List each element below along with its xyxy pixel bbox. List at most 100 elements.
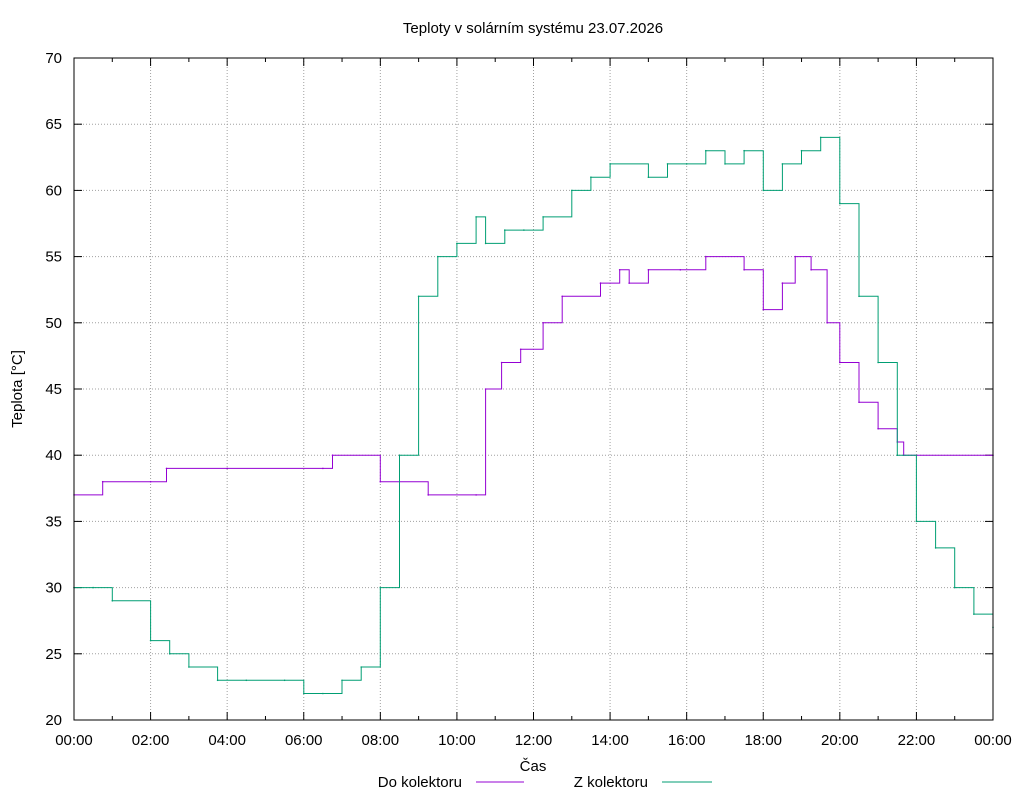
x-tick-label: 20:00	[821, 732, 859, 749]
x-axis-ticks: 00:00 02:00 04:00 06:00 08:00 10:00 12:00 14:00…	[55, 58, 1012, 749]
grid	[74, 58, 993, 720]
legend: Do kolektoru Z kolektoru	[378, 774, 712, 791]
data-point-z-kolektoru	[800, 149, 803, 152]
data-point-do-kolektoru	[322, 467, 324, 470]
y-tick-label: 25	[45, 646, 62, 663]
y-tick-label: 20	[45, 712, 62, 729]
legend-label-z-kolektoru: Z kolektoru	[574, 774, 648, 791]
data-point-z-kolektoru	[484, 242, 487, 245]
data-point-do-kolektoru	[484, 388, 487, 390]
y-axis-ticks: 20 25 30 35 40 45 50 55 60 65 70	[45, 50, 993, 729]
data-point-z-kolektoru	[379, 586, 382, 589]
plot-border	[73, 57, 994, 721]
data-point-do-kolektoru	[226, 467, 228, 470]
data-point-do-kolektoru	[762, 308, 765, 311]
data-point-do-kolektoru	[101, 480, 104, 483]
data-point-z-kolektoru	[934, 547, 937, 549]
data-point-z-kolektoru	[590, 176, 592, 178]
data-point-z-kolektoru	[647, 176, 650, 178]
data-point-z-kolektoru	[877, 361, 879, 364]
data-point-z-kolektoru	[398, 454, 401, 457]
x-tick-label: 00:00	[55, 732, 93, 749]
y-tick-label: 65	[45, 116, 62, 133]
data-point-do-kolektoru	[561, 295, 563, 298]
data-point-do-kolektoru	[165, 467, 168, 470]
data-point-z-kolektoru	[322, 692, 324, 695]
data-point-z-kolektoru	[216, 679, 219, 682]
data-point-do-kolektoru	[647, 269, 650, 271]
data-point-do-kolektoru	[826, 322, 828, 324]
data-point-do-kolektoru	[331, 454, 334, 457]
x-tick-label: 04:00	[208, 732, 246, 749]
data-point-do-kolektoru	[794, 255, 796, 258]
data-point-do-kolektoru	[500, 361, 503, 364]
data-point-do-kolektoru	[599, 282, 602, 284]
data-point-z-kolektoru	[456, 242, 458, 245]
data-point-z-kolektoru	[92, 586, 94, 589]
data-point-z-kolektoru	[819, 136, 822, 139]
x-tick-label: 00:00	[974, 732, 1012, 749]
data-point-do-kolektoru	[149, 480, 152, 483]
legend-label-do-kolektoru: Do kolektoru	[378, 774, 462, 791]
x-tick-label: 22:00	[898, 732, 936, 749]
data-point-do-kolektoru	[618, 269, 621, 271]
data-point-z-kolektoru	[111, 600, 114, 602]
data-point-z-kolektoru	[283, 679, 286, 682]
y-axis-label: Teplota [°C]	[9, 350, 26, 428]
data-point-z-kolektoru	[685, 163, 688, 165]
x-tick-label: 06:00	[285, 732, 323, 749]
data-point-z-kolektoru	[666, 163, 669, 165]
data-point-z-kolektoru	[896, 454, 899, 457]
y-tick-label: 45	[45, 381, 62, 398]
series-lines	[73, 136, 994, 695]
y-tick-label: 70	[45, 50, 62, 67]
data-point-z-kolektoru	[149, 639, 152, 642]
data-point-z-kolektoru	[475, 216, 477, 218]
data-point-z-kolektoru	[762, 189, 765, 192]
x-tick-label: 10:00	[438, 732, 476, 749]
data-point-do-kolektoru	[679, 269, 682, 271]
data-point-do-kolektoru	[519, 348, 522, 351]
chart-title: Teploty v solárním systému 23.07.2026	[403, 20, 663, 37]
data-point-z-kolektoru	[417, 295, 420, 298]
data-point-z-kolektoru	[523, 229, 525, 231]
data-point-z-kolektoru	[609, 163, 611, 165]
data-point-z-kolektoru	[571, 189, 573, 192]
y-tick-label: 30	[45, 580, 62, 597]
data-point-do-kolektoru	[379, 480, 382, 483]
data-point-z-kolektoru	[705, 149, 707, 152]
data-point-z-kolektoru	[839, 202, 841, 205]
data-point-z-kolektoru	[953, 586, 956, 589]
x-tick-label: 02:00	[132, 732, 170, 749]
data-point-do-kolektoru	[427, 494, 430, 496]
data-point-z-kolektoru	[781, 163, 784, 165]
data-point-z-kolektoru	[437, 255, 439, 258]
x-tick-label: 12:00	[515, 732, 553, 749]
y-tick-label: 40	[45, 447, 62, 464]
y-tick-label: 35	[45, 513, 62, 530]
data-point-do-kolektoru	[781, 282, 784, 284]
x-tick-label: 14:00	[591, 732, 629, 749]
y-tick-label: 50	[45, 315, 62, 332]
data-point-do-kolektoru	[743, 269, 745, 271]
data-point-z-kolektoru	[303, 692, 305, 695]
series-line-do-kolektoru	[74, 256, 993, 496]
data-point-do-kolektoru	[628, 282, 630, 284]
data-point-z-kolektoru	[360, 666, 363, 668]
data-point-z-kolektoru	[168, 653, 171, 655]
data-point-z-kolektoru	[341, 679, 343, 682]
data-point-z-kolektoru	[915, 520, 918, 523]
data-point-z-kolektoru	[188, 666, 190, 668]
data-point-do-kolektoru	[810, 269, 812, 271]
data-point-z-kolektoru	[245, 679, 248, 682]
data-point-do-kolektoru	[475, 494, 477, 496]
data-point-do-kolektoru	[705, 255, 707, 258]
data-point-do-kolektoru	[542, 322, 544, 324]
x-axis-label: Čas	[520, 758, 547, 775]
data-point-do-kolektoru	[877, 427, 879, 430]
data-point-z-kolektoru	[858, 295, 860, 298]
y-tick-label: 55	[45, 249, 62, 266]
x-tick-label: 18:00	[744, 732, 782, 749]
data-point-z-kolektoru	[743, 149, 745, 152]
